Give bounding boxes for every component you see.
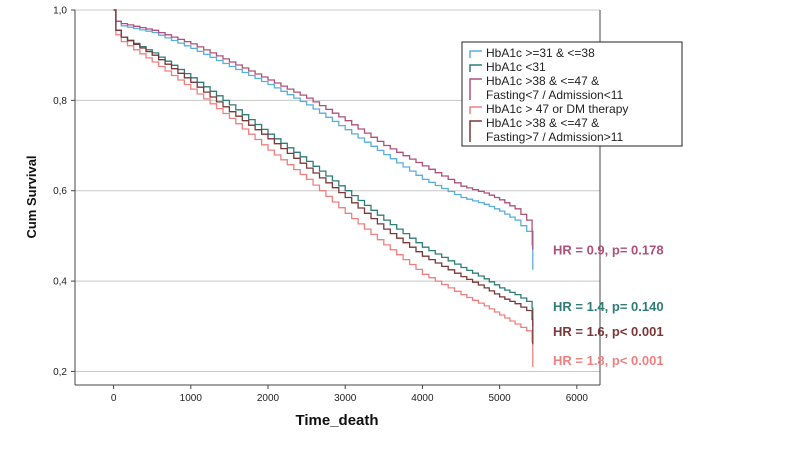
survival-curve-5 — [113, 9, 534, 345]
survival-curve-2 — [113, 9, 534, 327]
tick-labels: 0,2 0,4 0,6 0,8 1,0 0 1000 2000 3000 4000 5000 6000 — [53, 6, 588, 405]
legend-swatch-1 — [469, 50, 482, 58]
legend-swatch-2 — [469, 64, 482, 72]
legend-box — [461, 41, 683, 147]
y-axis-title: Cum Survival — [24, 155, 39, 238]
x-tick-label: 3000 — [334, 393, 357, 404]
legend-label: HbA1c >38 & <=47 & — [486, 116, 599, 130]
x-tick-label: 5000 — [489, 393, 512, 404]
legend-swatch-5 — [469, 120, 482, 142]
series-lines — [113, 9, 534, 367]
x-tick-label: 1000 — [180, 393, 203, 404]
legend-label: HbA1c > 47 or DM therapy — [486, 102, 628, 116]
x-axis-title: Time_death — [295, 412, 378, 429]
legend-label: HbA1c >38 & <=47 & — [486, 74, 599, 88]
x-tick-label: 6000 — [566, 393, 589, 404]
survival-curve-3 — [113, 9, 534, 250]
y-tick-label: 0,2 — [53, 367, 67, 378]
legend-label: HbA1c <31 — [486, 60, 546, 74]
survival-curve-1 — [113, 9, 534, 270]
hr-label-1: HR = 0.9, p= 0.178 — [553, 242, 664, 257]
hr-label-4: HR = 1.8, p< 0.001 — [553, 353, 664, 368]
x-tick-label: 4000 — [411, 393, 434, 404]
hr-annotations: HR = 0.9, p= 0.178 HR = 1.4, p= 0.140 HR =… — [553, 242, 664, 368]
hr-label-2: HR = 1.4, p= 0.140 — [553, 299, 664, 314]
legend-swatch-4 — [469, 106, 482, 114]
x-tick-label: 0 — [111, 393, 117, 404]
legend-label: HbA1c >=31 & <=38 — [486, 46, 595, 60]
y-tick-label: 1,0 — [53, 6, 67, 17]
y-tick-label: 0,4 — [53, 277, 67, 288]
y-tick-label: 0,8 — [53, 96, 67, 107]
hr-label-3: HR = 1.6, p< 0.001 — [553, 324, 664, 339]
legend-label: Fasting>7 / Admission>11 — [486, 130, 624, 144]
legend-swatch-3 — [469, 78, 482, 100]
x-tick-label: 2000 — [257, 393, 280, 404]
survival-curve-4 — [113, 9, 534, 367]
legend-label: Fasting<7 / Admission<11 — [486, 88, 624, 102]
y-tick-label: 0,6 — [53, 186, 67, 197]
